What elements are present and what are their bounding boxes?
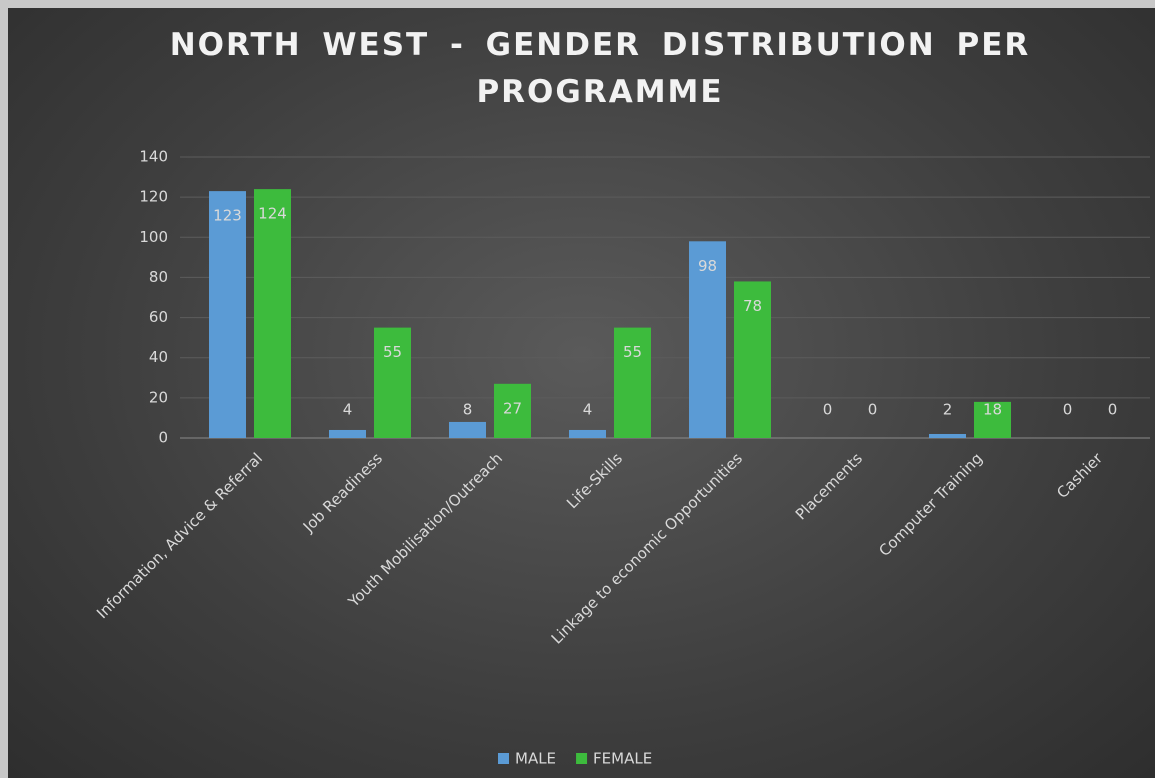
- data-label: 123: [213, 207, 242, 225]
- bar: [929, 433, 966, 438]
- data-label: 0: [1063, 401, 1073, 419]
- y-tick-label: 100: [139, 228, 168, 246]
- data-label: 55: [623, 343, 642, 361]
- data-label: 2: [943, 401, 953, 419]
- data-label: 27: [503, 399, 522, 417]
- x-tick-label: Cashier: [1053, 449, 1106, 502]
- data-label: 0: [1108, 401, 1118, 419]
- data-label: 55: [383, 343, 402, 361]
- y-tick-label: 20: [149, 388, 168, 406]
- bar: [209, 191, 246, 438]
- y-tick-label: 140: [139, 148, 168, 166]
- legend-label: FEMALE: [593, 750, 652, 768]
- data-label: 18: [983, 401, 1002, 419]
- data-label: 78: [743, 297, 762, 315]
- data-label: 4: [583, 401, 593, 419]
- x-tick-label: Life-Skills: [563, 449, 626, 512]
- legend-swatch: [498, 753, 509, 764]
- bar: [689, 241, 726, 438]
- x-tick-label: Placements: [792, 449, 866, 523]
- data-label: 8: [463, 401, 473, 419]
- data-label: 4: [343, 401, 353, 419]
- bar: [374, 327, 411, 438]
- legend: MALE FEMALE: [498, 750, 652, 768]
- bar: [494, 383, 531, 438]
- y-tick-label: 0: [158, 429, 168, 447]
- chart-frame: [8, 8, 1155, 778]
- y-tick-label: 60: [149, 308, 168, 326]
- legend-label: MALE: [515, 750, 556, 768]
- y-tick-label: 80: [149, 268, 168, 286]
- bar: [734, 281, 771, 438]
- bar: [254, 189, 291, 438]
- data-label: 0: [868, 401, 878, 419]
- y-tick-label: 40: [149, 348, 168, 366]
- bar: [614, 327, 651, 438]
- x-tick-label: Information, Advice & Referral: [93, 449, 266, 622]
- bar: [449, 421, 486, 438]
- x-tick-label: Job Readiness: [299, 449, 386, 536]
- data-label: 124: [258, 205, 287, 223]
- x-tick-label: Linkage to economic Opportunities: [548, 449, 746, 647]
- data-label: 98: [698, 257, 717, 275]
- bar: [569, 429, 606, 438]
- legend-swatch: [576, 753, 588, 764]
- y-tick-label: 120: [139, 188, 168, 206]
- chart-title: NORTH WEST - GENDER DISTRIBUTION PER PRO…: [169, 27, 1031, 110]
- bar: [974, 401, 1011, 438]
- bar: [329, 429, 366, 438]
- x-tick-label: Computer Training: [875, 449, 986, 560]
- data-label: 0: [823, 401, 833, 419]
